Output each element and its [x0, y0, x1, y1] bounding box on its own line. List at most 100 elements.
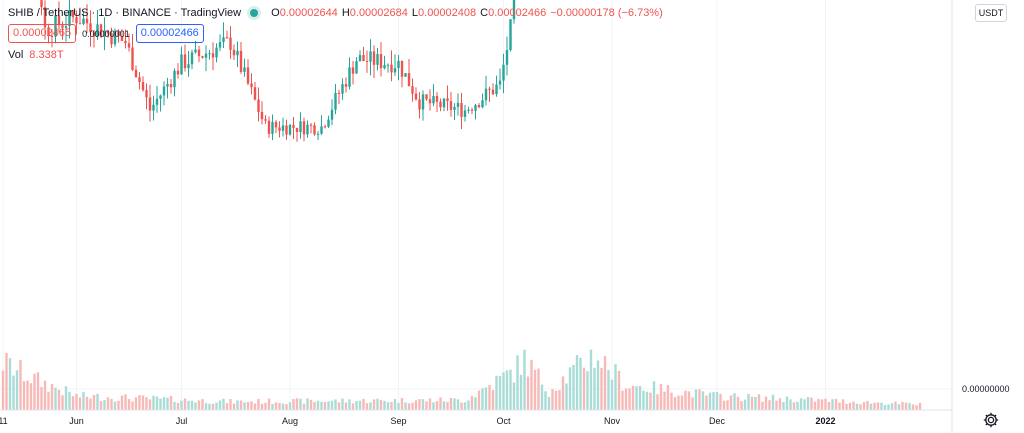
candle-body [117, 30, 120, 37]
volume-bar [516, 355, 519, 410]
candle-body [257, 99, 260, 112]
candle-body [218, 42, 222, 48]
candle-body [211, 53, 215, 58]
candle-body [131, 47, 134, 70]
candle-body [145, 90, 148, 98]
candle-body [435, 96, 439, 102]
volume-bar [789, 399, 792, 410]
volume-bar [29, 383, 33, 410]
volume-bar [232, 403, 236, 410]
candle-body [246, 67, 250, 84]
volume-bar [523, 349, 526, 410]
volume-bar [845, 403, 848, 410]
volume-bar [267, 398, 271, 410]
volume-bar [740, 401, 743, 410]
volume-bar [355, 401, 358, 410]
candle-body [432, 96, 435, 104]
volume-bar [166, 397, 169, 410]
volume-bar [670, 392, 673, 410]
volume-bar [474, 397, 477, 410]
volume-bar [901, 401, 904, 410]
currency-button[interactable]: USDT [975, 4, 1007, 22]
candle-body [442, 98, 446, 108]
volume-bar [558, 390, 561, 410]
candle-body [484, 88, 488, 101]
candles [40, 0, 516, 142]
candle-body [78, 23, 82, 25]
volume-bar [99, 401, 103, 410]
buy-price-button[interactable]: 0.00002466 [135, 24, 204, 43]
volume-bar [453, 398, 456, 410]
volume-bar [61, 395, 64, 410]
volume-bar [8, 358, 12, 410]
volume-bar [827, 402, 831, 410]
volume-bar [897, 404, 901, 410]
gear-icon[interactable] [982, 411, 1000, 429]
candle-body [292, 124, 295, 128]
candle-body [414, 93, 418, 100]
symbol-title[interactable]: SHIB / TetherUS · 1D · BINANCE · Trading… [8, 7, 242, 19]
volume-bar [768, 400, 771, 410]
volume-bar [904, 402, 908, 410]
volume-bar [358, 400, 362, 410]
volume-bar [365, 403, 369, 410]
volume-bar [512, 382, 516, 410]
volume-bar [754, 396, 757, 410]
volume-bar [1, 370, 5, 410]
volume-bar [362, 398, 365, 410]
time-axis[interactable]: 11 Jun Jul Aug Sep Oct Nov Dec 2022 [0, 409, 952, 426]
candle-body [397, 60, 400, 69]
volume-bar [145, 397, 148, 410]
candle-body [369, 51, 372, 62]
volume-bar [663, 391, 666, 410]
candle-body [148, 97, 152, 111]
candle-body [113, 30, 117, 45]
low-label: L [411, 7, 419, 19]
volume-bar [278, 402, 281, 410]
volume-bar [327, 401, 330, 410]
candle-body [96, 24, 99, 37]
volume-bar [313, 402, 316, 410]
candle-body [320, 126, 323, 134]
candle-body [463, 110, 467, 117]
volume-bar [425, 401, 428, 410]
time-tick-label: Oct [496, 416, 511, 426]
volume-bar [418, 399, 421, 410]
candle-body [106, 30, 110, 34]
volume-bar [320, 401, 323, 410]
volume-bar [299, 398, 302, 410]
price-axis[interactable]: 0.000000000.000010000.000020000.00003000… [951, 0, 1019, 433]
candle-body [85, 18, 89, 24]
candle-body [512, 0, 516, 20]
volume-bar [390, 402, 393, 410]
candle-body [316, 133, 320, 135]
volume-bar [351, 403, 355, 410]
volume-bar [607, 370, 610, 410]
volume-legend: Vol 8.338T [8, 49, 64, 61]
horizontal-grid-lines [0, 388, 952, 390]
volume-bar [152, 395, 155, 410]
volume-bar [442, 401, 446, 410]
candle-body [467, 109, 470, 111]
volume-bar [596, 360, 600, 410]
volume-bar [54, 387, 57, 410]
volume-bar [715, 392, 719, 410]
volume-bar [778, 398, 782, 410]
volume-bar [159, 398, 162, 410]
candle-body [470, 109, 474, 111]
candle-body [327, 119, 330, 127]
volume-bar [376, 398, 379, 410]
volume-value: 8.338T [29, 49, 64, 61]
candle-body [428, 99, 432, 104]
time-tick-label: 2022 [815, 416, 835, 426]
volume-bar [85, 396, 89, 410]
candle-body [488, 88, 491, 90]
volume-bar [614, 364, 617, 410]
candle-body [222, 37, 225, 43]
candle-body [348, 67, 351, 87]
volume-bar [698, 389, 701, 410]
sell-price-button[interactable]: 0.00002465 [8, 24, 77, 43]
candle-body [201, 56, 204, 58]
volume-bar [117, 400, 120, 410]
